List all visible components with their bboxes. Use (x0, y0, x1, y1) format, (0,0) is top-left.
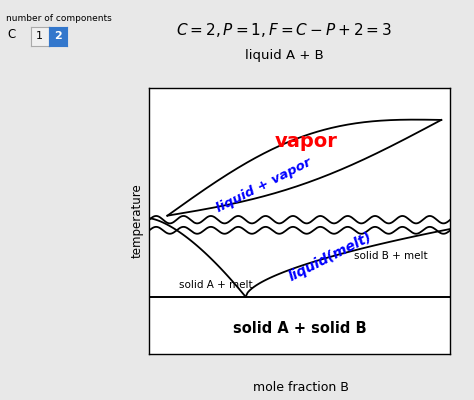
Text: vapor: vapor (274, 132, 337, 151)
Text: C: C (7, 28, 15, 40)
Text: liquid(melt): liquid(melt) (286, 230, 374, 284)
Text: solid A + solid B: solid A + solid B (233, 321, 366, 336)
Text: liquid A + B: liquid A + B (245, 50, 324, 62)
Y-axis label: temperature: temperature (131, 184, 144, 258)
Text: mole fraction B: mole fraction B (253, 381, 349, 394)
Text: liquid + vapor: liquid + vapor (214, 156, 313, 215)
Text: solid B + melt: solid B + melt (354, 250, 428, 260)
Text: solid A + melt: solid A + melt (179, 280, 253, 290)
Text: 2: 2 (55, 31, 62, 41)
Text: 1: 1 (36, 31, 43, 41)
Text: number of components: number of components (6, 14, 111, 23)
Text: $C = 2, P = 1, F = C - P + 2 = 3$: $C = 2, P = 1, F = C - P + 2 = 3$ (176, 21, 392, 39)
